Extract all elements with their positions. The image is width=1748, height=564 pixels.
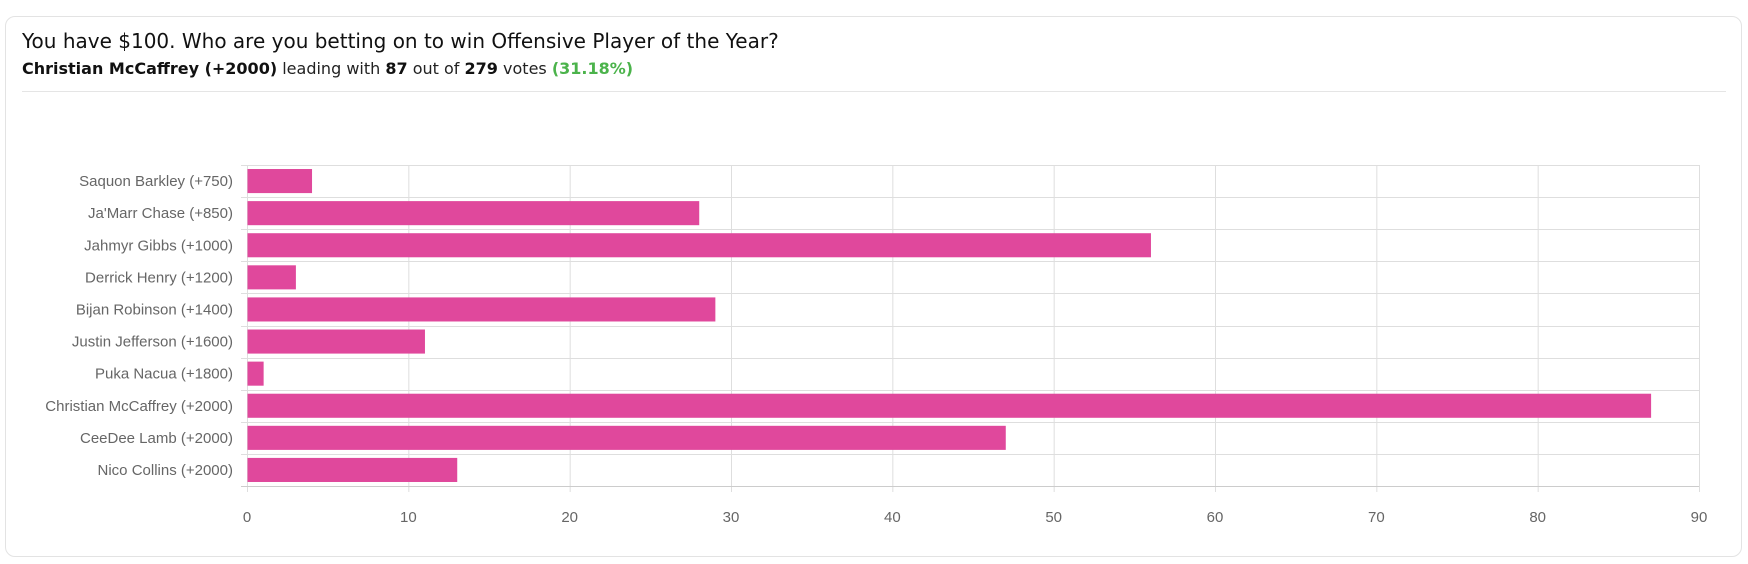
x-tick-label: 90 [1691, 509, 1708, 526]
category-label: Puka Nacua (+1800) [95, 366, 233, 383]
x-tick-label: 0 [243, 509, 251, 526]
leader-percentage: (31.18%) [551, 59, 634, 78]
category-label: CeeDee Lamb (+2000) [80, 430, 233, 447]
poll-header: You have $100. Who are you betting on to… [22, 26, 1726, 82]
bar [247, 169, 313, 194]
bar [247, 425, 1006, 450]
total-votes: 279 [464, 59, 498, 78]
category-label: Ja'Marr Chase (+850) [88, 205, 233, 222]
category-label: Justin Jefferson (+1600) [72, 334, 233, 351]
x-tick-label: 70 [1368, 509, 1385, 526]
bar [247, 329, 425, 354]
poll-summary: Christian McCaffrey (+2000) leading with… [22, 56, 1726, 82]
header-divider [22, 91, 1726, 92]
x-tick-label: 20 [561, 509, 578, 526]
x-tick-label: 50 [1045, 509, 1062, 526]
category-label: Saquon Barkley (+750) [79, 173, 233, 190]
x-tick-label: 40 [884, 509, 901, 526]
bar [247, 265, 296, 290]
votes-text: votes [503, 59, 547, 78]
bar [247, 201, 700, 226]
leader-name: Christian McCaffrey (+2000) [22, 59, 278, 78]
out-of-text: out of [412, 59, 460, 78]
bar [247, 457, 458, 482]
bar [247, 393, 1652, 418]
bar [247, 233, 1151, 258]
x-tick-label: 10 [400, 509, 417, 526]
leader-votes: 87 [385, 59, 408, 78]
x-tick-label: 30 [723, 509, 740, 526]
category-label: Nico Collins (+2000) [98, 462, 233, 479]
poll-question: You have $100. Who are you betting on to… [22, 29, 779, 53]
x-tick-label: 80 [1529, 509, 1546, 526]
category-label: Derrick Henry (+1200) [85, 269, 233, 286]
leading-text: leading with [282, 59, 381, 78]
bar [247, 297, 716, 322]
x-tick-label: 60 [1207, 509, 1224, 526]
category-label: Jahmyr Gibbs (+1000) [84, 237, 233, 254]
category-label: Bijan Robinson (+1400) [76, 301, 233, 318]
category-label: Christian McCaffrey (+2000) [45, 398, 233, 415]
bar [247, 361, 264, 386]
